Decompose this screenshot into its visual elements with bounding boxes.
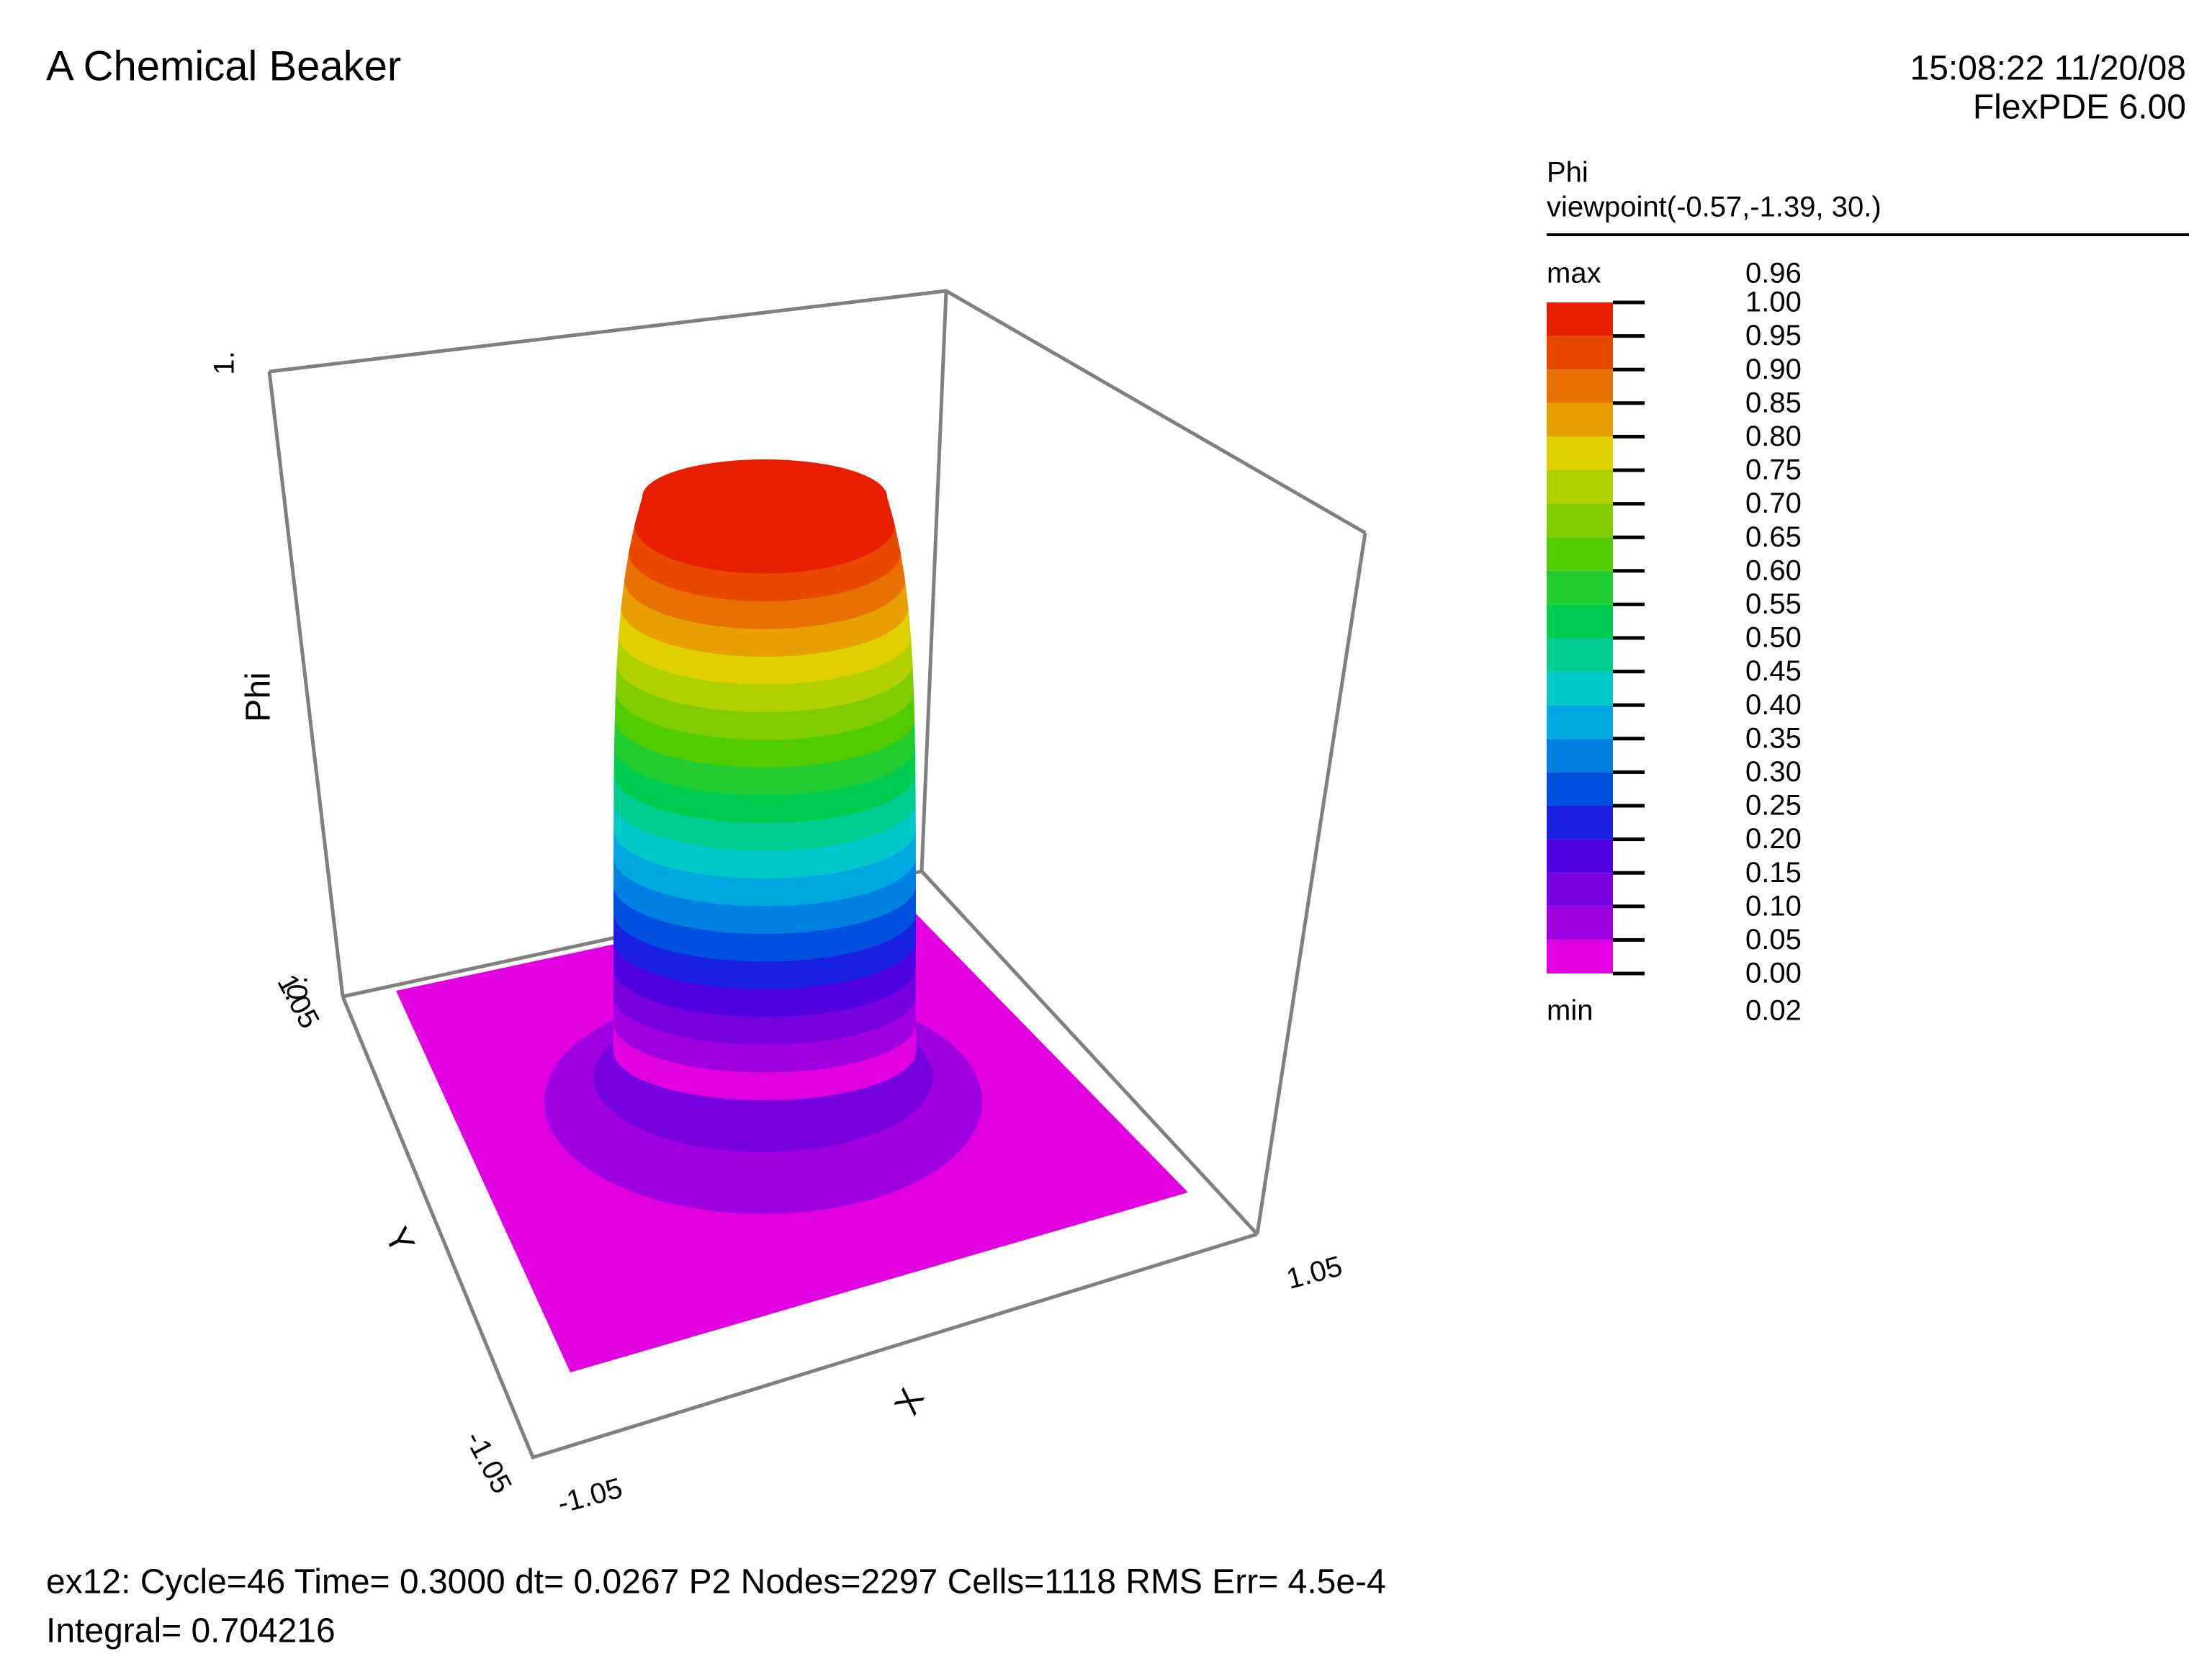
legend-swatch bbox=[1547, 336, 1613, 370]
box-edge bbox=[267, 371, 345, 997]
footer-line: ex12: Cycle=46 Time= 0.3000 dt= 0.0267 P… bbox=[46, 1563, 1386, 1601]
legend-label: 0.30 bbox=[1745, 756, 1802, 788]
legend-swatch bbox=[1547, 806, 1613, 840]
legend-swatch bbox=[1547, 604, 1613, 638]
chart-title: A Chemical Beaker bbox=[46, 42, 401, 89]
top-cap bbox=[642, 459, 887, 534]
legend-label: 0.35 bbox=[1745, 722, 1802, 754]
legend-swatch bbox=[1547, 503, 1613, 538]
legend-swatch bbox=[1547, 403, 1613, 437]
legend-label: 0.05 bbox=[1745, 924, 1802, 956]
timestamp: 15:08:22 11/20/08 bbox=[1910, 50, 2186, 88]
axis-box bbox=[267, 289, 1367, 1236]
legend-label: 0.45 bbox=[1745, 655, 1802, 687]
legend-swatch bbox=[1547, 705, 1613, 739]
legend-swatch bbox=[1547, 638, 1613, 672]
min-value: 0.02 bbox=[1745, 995, 1802, 1027]
max-label: max bbox=[1547, 258, 1601, 289]
x-axis-label: X bbox=[888, 1382, 932, 1421]
viewpoint: viewpoint(-0.57,-1.39, 30.) bbox=[1547, 192, 1881, 223]
legend-swatch bbox=[1547, 738, 1613, 773]
legend-label: 0.60 bbox=[1745, 554, 1802, 586]
legend-label: 0.25 bbox=[1745, 790, 1802, 822]
legend-label: 0.70 bbox=[1745, 487, 1802, 519]
legend-swatch bbox=[1547, 436, 1613, 470]
x-tick-label: 1.05 bbox=[1283, 1250, 1346, 1295]
box-edge bbox=[1255, 532, 1367, 1235]
legend-swatch bbox=[1547, 671, 1613, 706]
box-edge bbox=[920, 290, 948, 872]
legend-label: 0.00 bbox=[1745, 958, 1802, 989]
z-axis-label: Phi bbox=[240, 672, 278, 721]
legend-label: 0.20 bbox=[1745, 823, 1802, 855]
front-edges bbox=[341, 996, 1258, 1460]
legend-swatch bbox=[1547, 537, 1613, 571]
legend-label: 0.15 bbox=[1745, 857, 1802, 889]
legend-label: 0.85 bbox=[1745, 387, 1802, 418]
legend-swatch bbox=[1547, 873, 1613, 907]
legend-swatch bbox=[1547, 369, 1613, 403]
legend-label: 0.10 bbox=[1745, 890, 1802, 922]
legend-label: 0.90 bbox=[1745, 354, 1802, 385]
legend-swatch bbox=[1547, 772, 1613, 806]
footer-line: Integral= 0.704216 bbox=[46, 1612, 336, 1650]
y-axis-label: Y bbox=[377, 1221, 422, 1259]
box-edge bbox=[342, 869, 1259, 1236]
box-edge bbox=[341, 996, 1258, 1460]
x-tick-label: -1.05 bbox=[554, 1473, 626, 1520]
max-value: 0.96 bbox=[1745, 258, 1802, 289]
legend-swatch bbox=[1547, 906, 1613, 940]
y-tick-label: -1.05 bbox=[459, 1426, 518, 1498]
software: FlexPDE 6.00 bbox=[1973, 89, 2186, 127]
legend-label: 0.50 bbox=[1745, 622, 1802, 654]
legend-label: 0.65 bbox=[1745, 521, 1802, 553]
legend-label: 0.95 bbox=[1745, 320, 1802, 351]
z-tick-label: 0. bbox=[282, 976, 314, 999]
z-tick-label: 1. bbox=[209, 351, 240, 374]
legend-label: 0.40 bbox=[1745, 689, 1802, 721]
legend-title: Phi bbox=[1547, 157, 1588, 189]
legend-swatch bbox=[1547, 570, 1613, 605]
legend-label: 0.75 bbox=[1745, 454, 1802, 486]
legend-swatch bbox=[1547, 839, 1613, 873]
legend-label: 1.00 bbox=[1745, 287, 1802, 318]
legend-label: 0.80 bbox=[1745, 421, 1802, 452]
legend-swatch bbox=[1547, 470, 1613, 504]
legend-swatch bbox=[1547, 940, 1613, 974]
min-label: min bbox=[1547, 995, 1593, 1027]
legend-swatch bbox=[1547, 302, 1613, 336]
legend-label: 0.55 bbox=[1745, 588, 1802, 620]
surface bbox=[396, 459, 1188, 1372]
